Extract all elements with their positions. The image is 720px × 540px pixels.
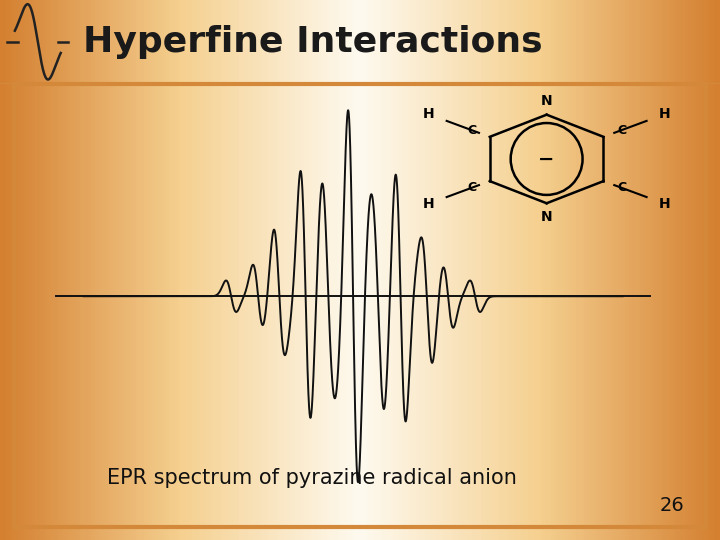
Text: N: N [541,94,552,109]
Text: C: C [467,124,477,137]
Text: 26: 26 [660,496,685,515]
Text: H: H [659,107,670,122]
Text: H: H [659,197,670,211]
Text: C: C [617,181,626,194]
Text: C: C [467,181,477,194]
Text: EPR spectrum of pyrazine radical anion: EPR spectrum of pyrazine radical anion [107,468,516,488]
Text: H: H [423,107,434,122]
Text: C: C [617,124,626,137]
Text: N: N [541,210,552,224]
Text: Hyperfine Interactions: Hyperfine Interactions [83,25,542,59]
Text: H: H [423,197,434,211]
Text: −: − [539,150,555,168]
